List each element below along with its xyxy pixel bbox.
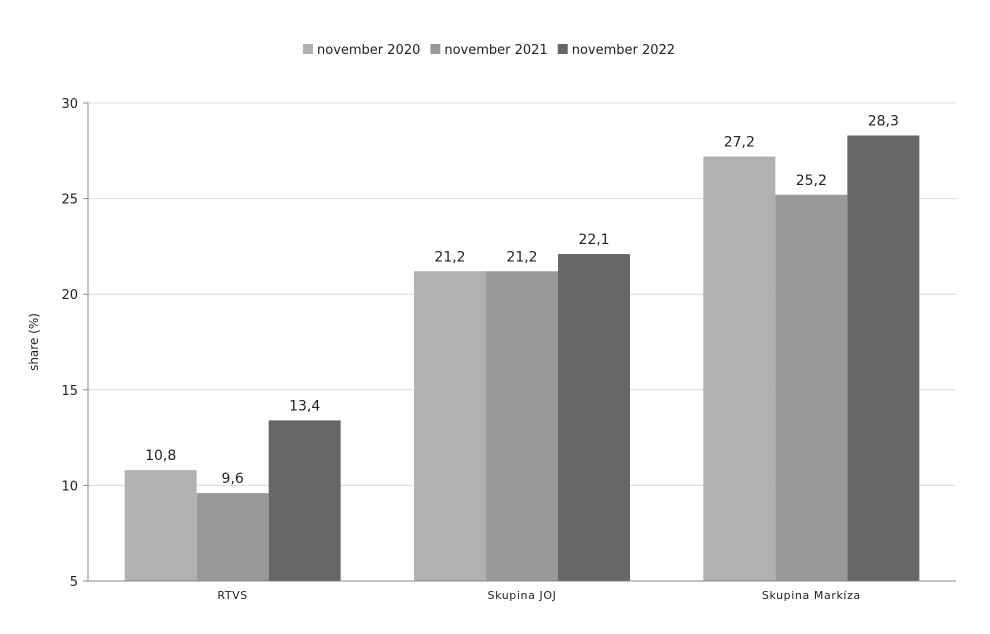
bar [124,470,197,581]
y-axis-label: share (%) [27,313,41,371]
data-label: 9,6 [222,471,244,487]
bar [775,194,848,581]
y-tick-label: 30 [61,97,78,112]
data-label: 21,2 [506,249,537,265]
data-label: 21,2 [434,249,465,265]
data-label: 22,1 [578,232,609,248]
data-label: 27,2 [724,135,755,151]
data-labels: 10,8 9,6 13,4 21,2 21,2 22,1 27,2 25,2 28,3 [145,114,899,488]
y-tick-label: 15 [61,384,78,399]
data-label: 13,4 [289,398,320,414]
bar [847,135,920,581]
legend-swatch [430,44,441,54]
legend-label: november 2020 [317,43,420,58]
legend-label: november 2022 [572,43,675,58]
bar [558,254,630,581]
x-category-label: Skupina Markíza [762,589,861,602]
legend-item: november 2020 [303,43,420,58]
y-tick-label: 10 [61,479,78,494]
data-label: 28,3 [868,114,899,130]
legend-swatch [303,44,313,54]
data-label: 10,8 [145,448,176,464]
x-axis-categories: RTVS Skupina JOJ Skupina Markíza [217,589,860,602]
bar [486,271,558,581]
legend-item: november 2022 [557,43,675,58]
legend: november 2020 november 2021 november 2022 [303,43,675,58]
y-tick-label: 25 [61,193,78,208]
x-category-label: RTVS [217,589,247,602]
legend-item: november 2021 [430,43,548,58]
y-tick-label: 20 [61,288,78,303]
legend-swatch [557,44,568,54]
y-tick-label: 5 [70,575,78,590]
data-label: 25,2 [796,173,827,189]
legend-label: november 2021 [444,43,547,58]
bar [196,493,269,581]
x-category-label: Skupina JOJ [488,589,557,602]
bar [268,420,341,581]
bar [703,156,776,581]
bar [414,271,486,581]
y-axis-ticks: 5 10 15 20 25 30 [61,97,88,590]
bars [124,135,920,581]
